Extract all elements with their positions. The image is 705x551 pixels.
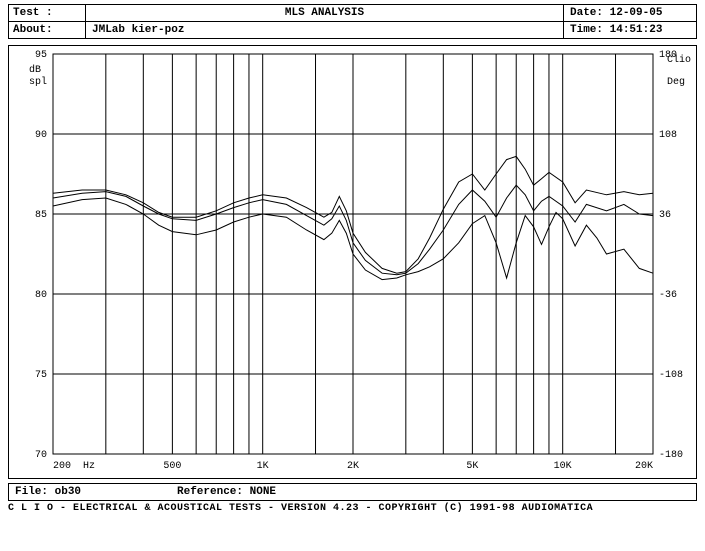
about-label: About: <box>9 22 86 38</box>
footer-bar: C L I O - ELECTRICAL & ACOUSTICAL TESTS … <box>8 503 697 514</box>
svg-text:spl: spl <box>29 76 47 88</box>
test-label: Test : <box>9 5 86 21</box>
svg-text:85: 85 <box>35 210 47 221</box>
svg-text:90: 90 <box>35 130 47 141</box>
svg-text:Hz: Hz <box>83 461 95 472</box>
svg-text:108: 108 <box>659 130 677 141</box>
file-label: File: <box>15 486 48 498</box>
date-label: Date: <box>570 7 603 19</box>
time-label: Time: <box>570 24 603 36</box>
time-value: 14:51:23 <box>610 24 663 36</box>
svg-text:10K: 10K <box>554 461 572 472</box>
plot-area: 70-18075-10880-36853690108951802005001K2… <box>8 45 697 479</box>
svg-text:Deg: Deg <box>667 77 685 88</box>
date-cell: Date: 12-09-05 <box>564 5 696 21</box>
svg-text:200: 200 <box>53 461 71 472</box>
footer-text: C L I O - ELECTRICAL & ACOUSTICAL TESTS … <box>8 503 593 514</box>
header-row-1: Test : MLS ANALYSIS Date: 12-09-05 <box>8 4 697 21</box>
svg-text:-108: -108 <box>659 370 683 381</box>
time-cell: Time: 14:51:23 <box>564 22 696 38</box>
svg-text:500: 500 <box>163 461 181 472</box>
svg-text:1K: 1K <box>257 461 269 472</box>
svg-text:70: 70 <box>35 450 47 461</box>
date-value: 12-09-05 <box>610 7 663 19</box>
svg-text:dB: dB <box>29 64 41 76</box>
app-frame: Test : MLS ANALYSIS Date: 12-09-05 About… <box>0 4 705 551</box>
svg-text:5K: 5K <box>466 461 478 472</box>
svg-text:95: 95 <box>35 50 47 61</box>
file-row: File: ob30 Reference: NONE <box>8 483 697 501</box>
about-value: JMLab kier-poz <box>86 22 564 38</box>
svg-text:36: 36 <box>659 210 671 221</box>
reference-label: Reference: <box>177 486 243 498</box>
header-row-2: About: JMLab kier-poz Time: 14:51:23 <box>8 21 697 39</box>
svg-text:80: 80 <box>35 290 47 301</box>
reference-cell: Reference: NONE <box>171 484 282 500</box>
frequency-response-chart: 70-18075-10880-36853690108951802005001K2… <box>9 46 696 476</box>
file-value: ob30 <box>55 486 81 498</box>
svg-text:-180: -180 <box>659 450 683 461</box>
svg-text:-36: -36 <box>659 290 677 301</box>
svg-text:2K: 2K <box>347 461 359 472</box>
svg-text:Clio: Clio <box>667 54 691 66</box>
reference-value: NONE <box>250 486 276 498</box>
analysis-title: MLS ANALYSIS <box>86 5 564 21</box>
file-cell: File: ob30 <box>9 484 171 500</box>
svg-text:75: 75 <box>35 370 47 381</box>
svg-text:20K: 20K <box>635 461 653 472</box>
